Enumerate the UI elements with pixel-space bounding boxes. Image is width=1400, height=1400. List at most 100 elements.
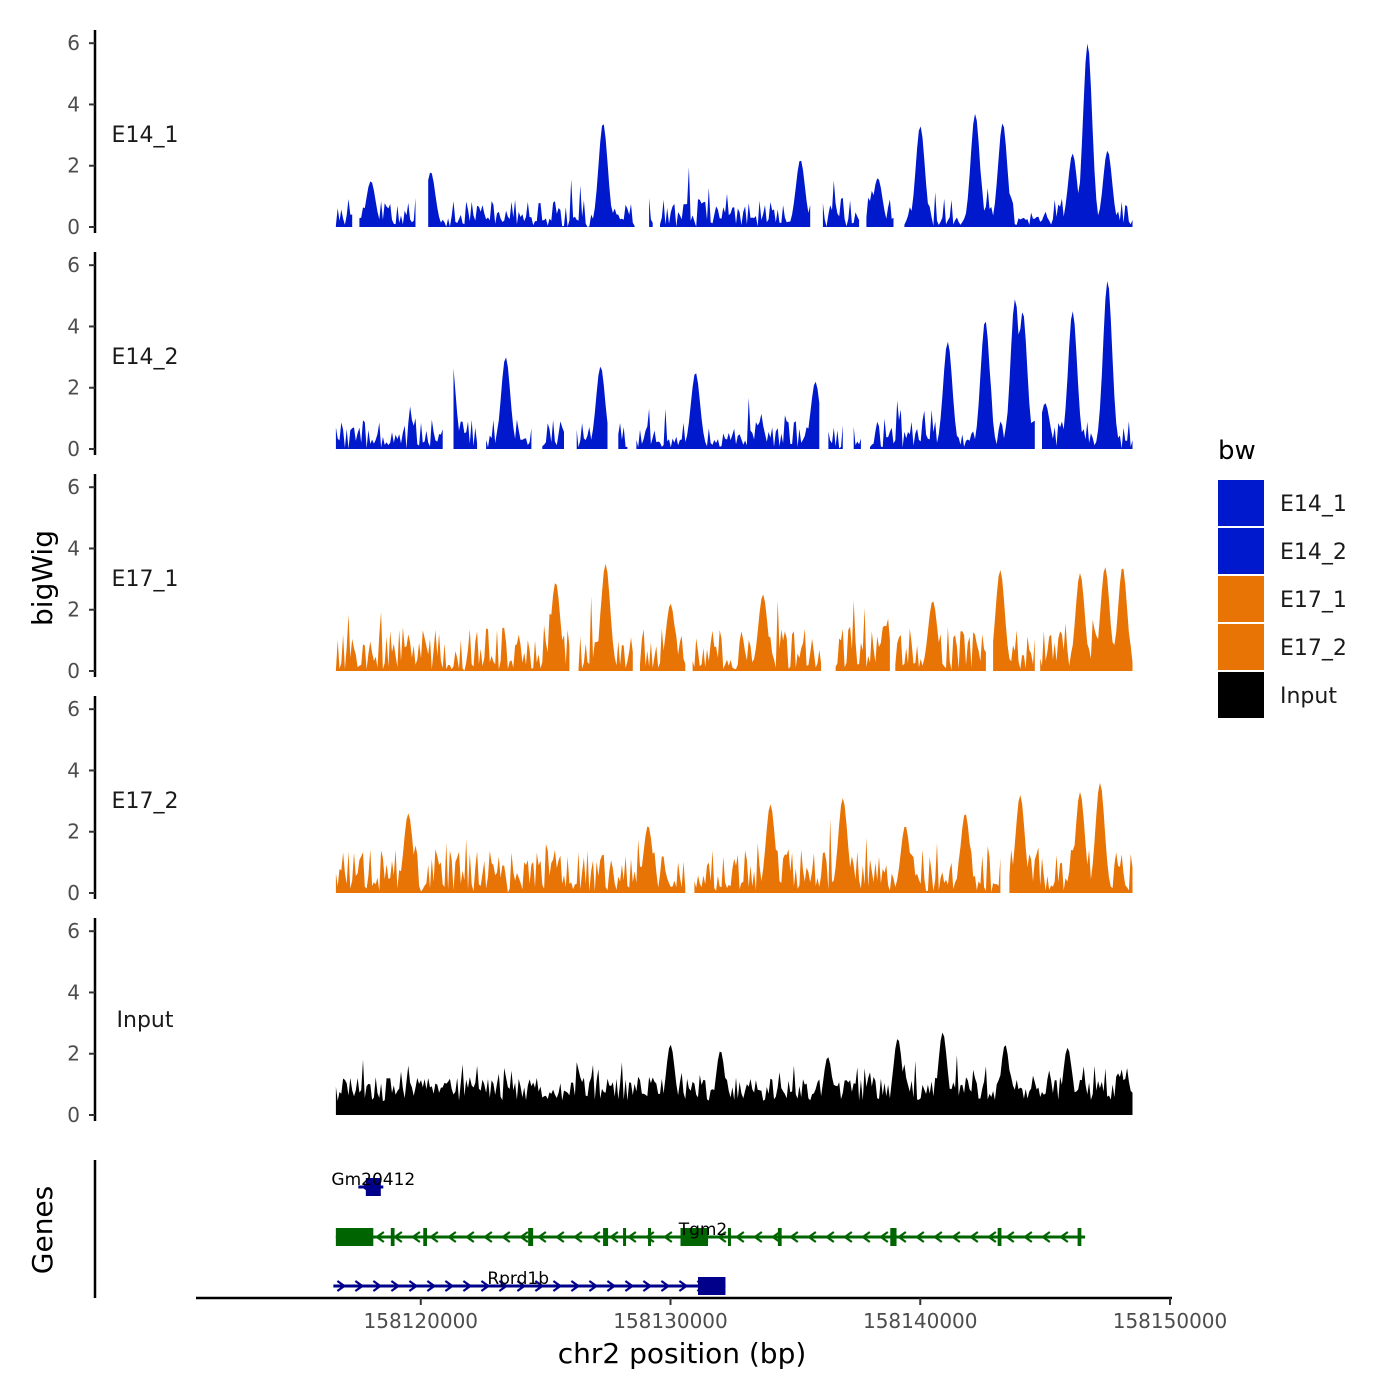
y-tick-label-e17-1: 2	[67, 598, 80, 622]
track-e17-2: 0 2 4 6 E17_2	[67, 696, 1133, 905]
strand-arrow-tgm2	[1004, 1231, 1015, 1243]
strand-arrow-tgm2	[932, 1231, 943, 1243]
y-tick-label-e14-1: 4	[67, 92, 80, 116]
coverage-area-e14-2	[618, 423, 628, 449]
coverage-area-e14-2	[335, 406, 443, 449]
track-input: 0 2 4 6 Input	[67, 918, 1133, 1127]
track-label-input: Input	[117, 1008, 174, 1033]
coverage-area-e14-2	[870, 299, 1035, 449]
strand-arrow-tgm2	[644, 1231, 655, 1243]
exon-tgm2	[997, 1228, 1002, 1246]
strand-arrow-tgm2	[950, 1231, 961, 1243]
coverage-area-e17-1	[1040, 567, 1133, 671]
coverage-area-e17-1	[335, 583, 570, 671]
strand-arrow-tgm2	[716, 1231, 727, 1243]
y-tick-label-input: 0	[67, 1103, 80, 1127]
track-label-e14-1: E14_1	[112, 123, 179, 148]
strand-arrow-rprd1b	[678, 1280, 689, 1292]
strand-arrow-rprd1b	[390, 1280, 401, 1292]
legend-label-e14-2: E14_2	[1280, 540, 1347, 565]
coverage-area-e14-2	[853, 426, 861, 449]
legend-label-e17-2: E17_2	[1280, 636, 1347, 661]
strand-arrow-rprd1b	[354, 1280, 365, 1292]
legend-title: bw	[1218, 436, 1256, 466]
strand-arrow-tgm2	[446, 1231, 457, 1243]
strand-arrow-tgm2	[860, 1231, 871, 1243]
coverage-area-e17-1	[835, 600, 890, 671]
strand-arrow-tgm2	[590, 1231, 601, 1243]
strand-arrow-tgm2	[626, 1231, 637, 1243]
strand-arrow-tgm2	[968, 1231, 979, 1243]
coverage-area-e17-1	[692, 594, 822, 671]
exon-tgm2	[390, 1228, 395, 1246]
y-axis-title: bigWig	[26, 530, 59, 626]
strand-arrow-rprd1b	[606, 1280, 617, 1292]
strand-arrow-rprd1b	[408, 1280, 419, 1292]
coverage-tracks: 0 2 4 6 E14_1 0 2 4 6 E14_2 0 2 4 6 E17_1 0 2 4 6 E17_2 0 2 4 6…	[67, 30, 1133, 1127]
coverage-area-e17-1	[993, 570, 1035, 671]
strand-arrow-rprd1b	[624, 1280, 635, 1292]
coverage-area-e14-2	[486, 357, 532, 449]
coverage-area-e17-2	[694, 798, 1001, 893]
y-tick-label-input: 2	[67, 1042, 80, 1066]
strand-arrow-tgm2	[500, 1231, 511, 1243]
strand-arrow-tgm2	[410, 1231, 421, 1243]
y-tick-label-e14-2: 0	[67, 437, 80, 461]
coverage-area-e17-1	[895, 601, 986, 671]
legend-label-input: Input	[1280, 684, 1337, 709]
strand-arrow-tgm2	[428, 1231, 439, 1243]
legend-swatch-e14-1	[1218, 480, 1264, 526]
strand-arrow-rprd1b	[534, 1280, 545, 1292]
strand-arrow-tgm2	[788, 1231, 799, 1243]
gene-label-tgm2: Tgm2	[678, 1220, 728, 1240]
exon-tgm2	[648, 1228, 652, 1246]
legend-swatch-e14-2	[1218, 528, 1264, 574]
exon-tgm2	[727, 1228, 731, 1246]
track-label-e17-1: E17_1	[112, 567, 179, 592]
strand-arrow-tgm2	[518, 1231, 529, 1243]
strand-arrow-tgm2	[770, 1231, 781, 1243]
y-tick-label-e14-2: 6	[67, 253, 80, 277]
y-tick-label-e17-1: 0	[67, 659, 80, 683]
coverage-area-e14-2	[576, 366, 608, 449]
track-e14-2: 0 2 4 6 E14_2	[67, 252, 1133, 461]
x-tick-label: 158130000	[613, 1309, 728, 1333]
y-tick-label-e17-2: 2	[67, 820, 80, 844]
exon-rprd1b	[697, 1277, 726, 1295]
legend: bw E14_1 E14_2 E17_1 E17_2 Input	[1218, 436, 1347, 718]
strand-arrow-rprd1b	[444, 1280, 455, 1292]
strand-arrow-tgm2	[374, 1231, 385, 1243]
track-e14-1: 0 2 4 6 E14_1	[67, 30, 1133, 239]
y-tick-label-e17-2: 0	[67, 881, 80, 905]
strand-arrow-tgm2	[392, 1231, 403, 1243]
x-tick-label: 158120000	[364, 1309, 479, 1333]
coverage-area-e17-2	[1009, 782, 1133, 893]
legend-swatch-e17-1	[1218, 576, 1264, 622]
coverage-area-e17-1	[640, 603, 686, 671]
legend-swatch-input	[1218, 672, 1264, 718]
exon-tgm2	[1077, 1228, 1082, 1246]
legend-swatch-e17-2	[1218, 624, 1264, 670]
exon-tgm2	[423, 1228, 428, 1246]
coverage-area-e14-2	[828, 425, 843, 449]
strand-arrow-tgm2	[752, 1231, 763, 1243]
strand-arrow-rprd1b	[426, 1280, 437, 1292]
strand-arrow-rprd1b	[372, 1280, 383, 1292]
track-e17-1: 0 2 4 6 E17_1	[67, 474, 1133, 683]
gene-tgm2: Tgm2	[335, 1220, 1086, 1246]
strand-arrow-tgm2	[536, 1231, 547, 1243]
track-label-e14-2: E14_2	[112, 345, 179, 370]
strand-arrow-tgm2	[572, 1231, 583, 1243]
strand-arrow-tgm2	[986, 1231, 997, 1243]
strand-arrow-rprd1b	[642, 1280, 653, 1292]
strand-arrow-tgm2	[734, 1231, 745, 1243]
gene-label-gm20412: Gm20412	[331, 1170, 415, 1190]
coverage-area-e14-1	[335, 199, 353, 227]
strand-arrow-tgm2	[1022, 1231, 1033, 1243]
coverage-area-e14-1	[649, 197, 653, 227]
exon-tgm2	[528, 1228, 534, 1246]
y-tick-label-e17-2: 6	[67, 697, 80, 721]
exon-tgm2	[603, 1228, 609, 1246]
coverage-area-e14-1	[359, 181, 416, 227]
